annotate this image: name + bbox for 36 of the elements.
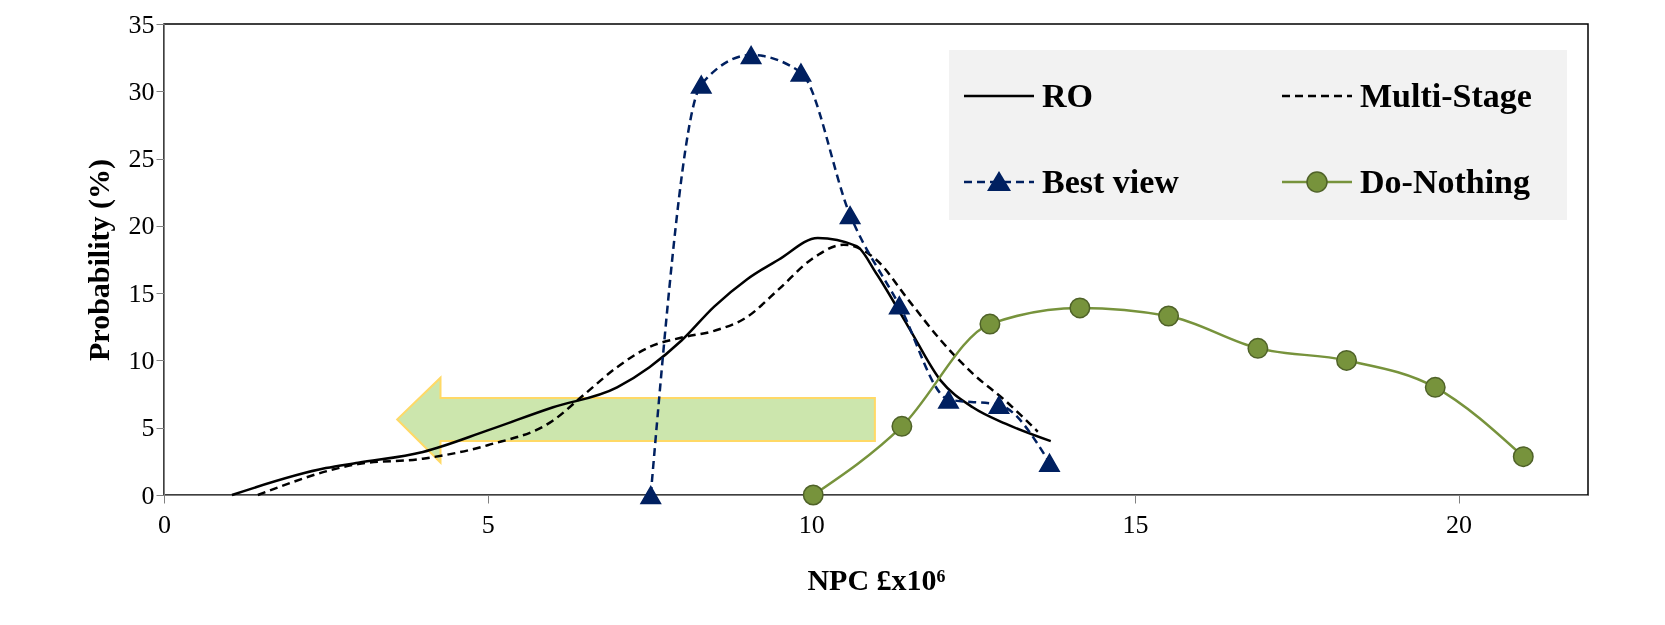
legend-label: Multi-Stage [1360,77,1532,114]
point [1512,446,1534,468]
point [888,296,910,315]
x-tick-label: 10 [798,509,825,539]
point [979,313,1001,335]
y-tick-label: 25 [128,144,155,174]
point [1247,337,1269,359]
legend-label: Best view [1042,163,1180,200]
y-tick-label: 15 [128,278,155,308]
point [790,63,812,82]
legend-label: RO [1042,77,1093,114]
point [938,390,959,409]
y-tick-label: 30 [128,76,155,106]
y-tick-label: 0 [141,480,155,510]
legend-label: Do-Nothing [1360,163,1531,200]
y-tick-label: 35 [128,9,155,39]
point [740,45,762,65]
point [839,205,861,225]
point [1336,349,1358,371]
y-tick-label: 20 [128,211,155,241]
point [690,75,712,94]
point [891,415,913,437]
y-tick-label: 10 [128,345,155,375]
point [988,395,1010,415]
x-tick-label: 5 [481,509,495,539]
point [1069,297,1091,319]
point [1158,305,1180,327]
point [1038,453,1060,472]
point [1424,376,1446,398]
point [802,484,824,506]
x-axis-title: NPC £x10⁶ [807,562,946,596]
y-tick-label: 5 [141,413,155,443]
y-axis-title: Probability (%) [81,159,116,361]
x-tick-label: 15 [1122,509,1149,539]
point [640,485,662,505]
x-tick-label: 20 [1446,509,1473,539]
